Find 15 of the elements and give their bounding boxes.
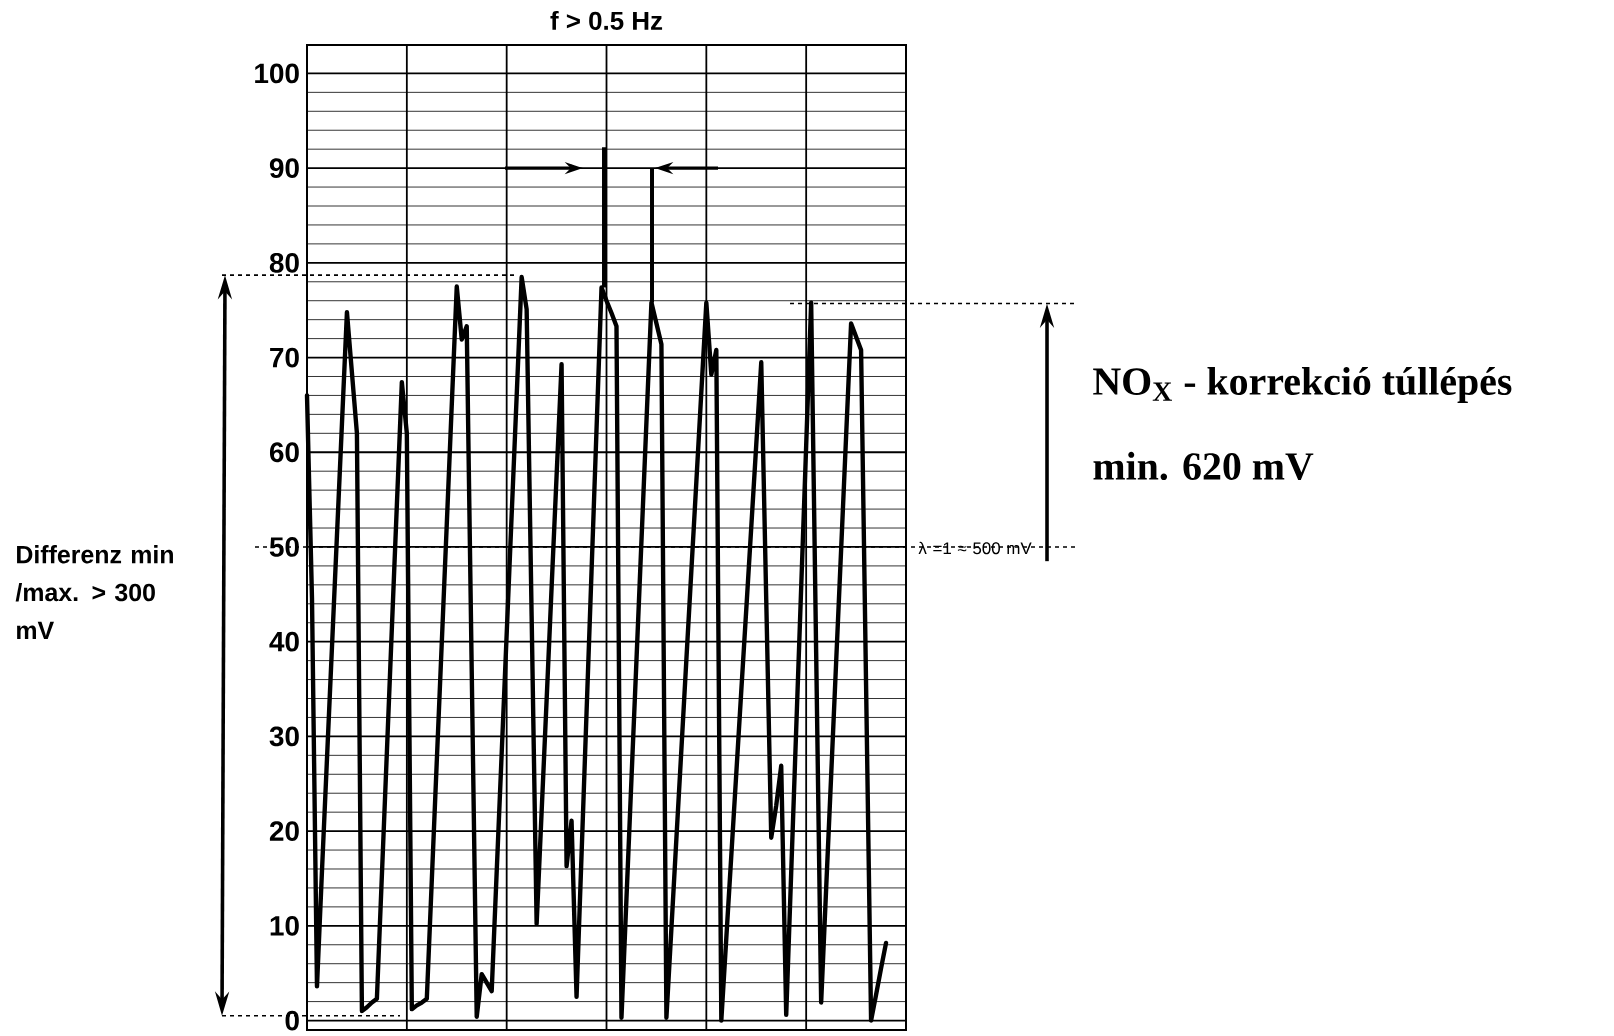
y-tick-label: 90	[269, 158, 299, 178]
text: min. 620 mV	[1093, 451, 1314, 481]
text: Differenz min /max. > 300 mV	[15, 545, 173, 639]
y-tick-label: 20	[269, 821, 299, 841]
chart-title: f > 0.5 Hz	[550, 10, 663, 30]
y-tick-label: 10	[270, 915, 299, 936]
y-tick-label: 60	[269, 442, 299, 463]
y-tick-label: 40	[269, 631, 299, 652]
y-tick-label: 70	[270, 347, 299, 368]
text: λ =1 ≈ 500 mV	[918, 541, 1032, 555]
y-tick-label: 30	[269, 726, 299, 747]
y-tick-label: 80	[269, 252, 299, 273]
y-tick-label: 50	[269, 537, 299, 557]
y-tick-label: 100	[255, 63, 299, 84]
text: NO$_{X}$ - korrekció túllépés	[1093, 366, 1512, 404]
